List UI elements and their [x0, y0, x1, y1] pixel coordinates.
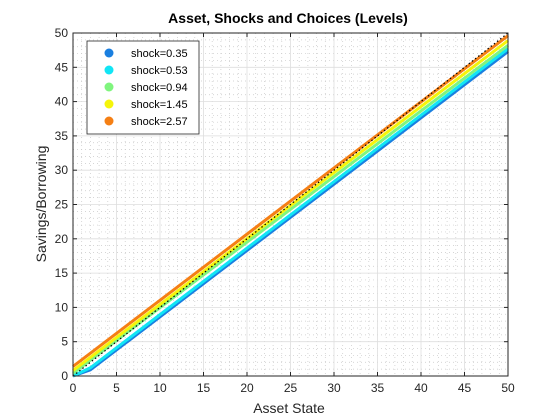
y-tick-label: 0	[61, 369, 68, 383]
legend-label-2: shock=0.53	[131, 65, 188, 77]
legend: shock=0.35 shock=0.53 shock=0.94 shock=1.45…	[86, 40, 200, 135]
reference-line-layer	[72, 32, 509, 377]
chart-title: Asset, Shocks and Choices (Levels)	[168, 10, 408, 26]
y-tick-label: 10	[55, 300, 69, 314]
x-tick-label: 30	[327, 381, 341, 395]
legend-label-4: shock=1.45	[131, 99, 188, 111]
legend-label-1: shock=0.35	[131, 48, 188, 60]
legend-label-5: shock=2.57	[131, 116, 188, 128]
y-tick-label: 30	[55, 163, 69, 177]
y-tick-label: 5	[61, 335, 68, 349]
legend-marker-1	[104, 48, 114, 58]
x-tick-label: 5	[113, 381, 120, 395]
y-tick-label: 40	[55, 95, 69, 109]
legend-marker-3	[104, 82, 114, 92]
y-tick-label: 25	[55, 198, 69, 212]
x-tick-label: 40	[414, 381, 428, 395]
y-tick-label: 45	[55, 60, 69, 74]
y-tick-label: 15	[55, 266, 69, 280]
x-tick-label: 0	[70, 381, 77, 395]
x-tick-label: 15	[197, 381, 211, 395]
legend-marker-2	[104, 65, 114, 75]
y-axis: 0 5 10 15 20 25 30 35 40 45 50	[55, 26, 508, 383]
series-line-4	[72, 39, 509, 372]
legend-label-3: shock=0.94	[131, 82, 188, 94]
x-axis-title: Asset State	[253, 400, 325, 416]
x-tick-label: 20	[240, 381, 254, 395]
x-tick-label: 35	[371, 381, 385, 395]
x-axis: 0 5 10 15 20 25 30 35 40 45 50	[70, 33, 515, 395]
y-axis-title: Savings/Borrowing	[33, 146, 49, 263]
y-tick-label: 50	[55, 26, 69, 40]
y-tick-label: 35	[55, 129, 69, 143]
x-tick-label: 45	[458, 381, 472, 395]
y-tick-label: 20	[55, 232, 69, 246]
reference-line	[72, 32, 509, 377]
x-tick-label: 10	[153, 381, 167, 395]
legend-marker-5	[104, 116, 114, 126]
series-line-2	[72, 47, 509, 378]
legend-marker-4	[104, 99, 114, 109]
x-tick-label: 50	[501, 381, 515, 395]
x-tick-label: 25	[284, 381, 298, 395]
